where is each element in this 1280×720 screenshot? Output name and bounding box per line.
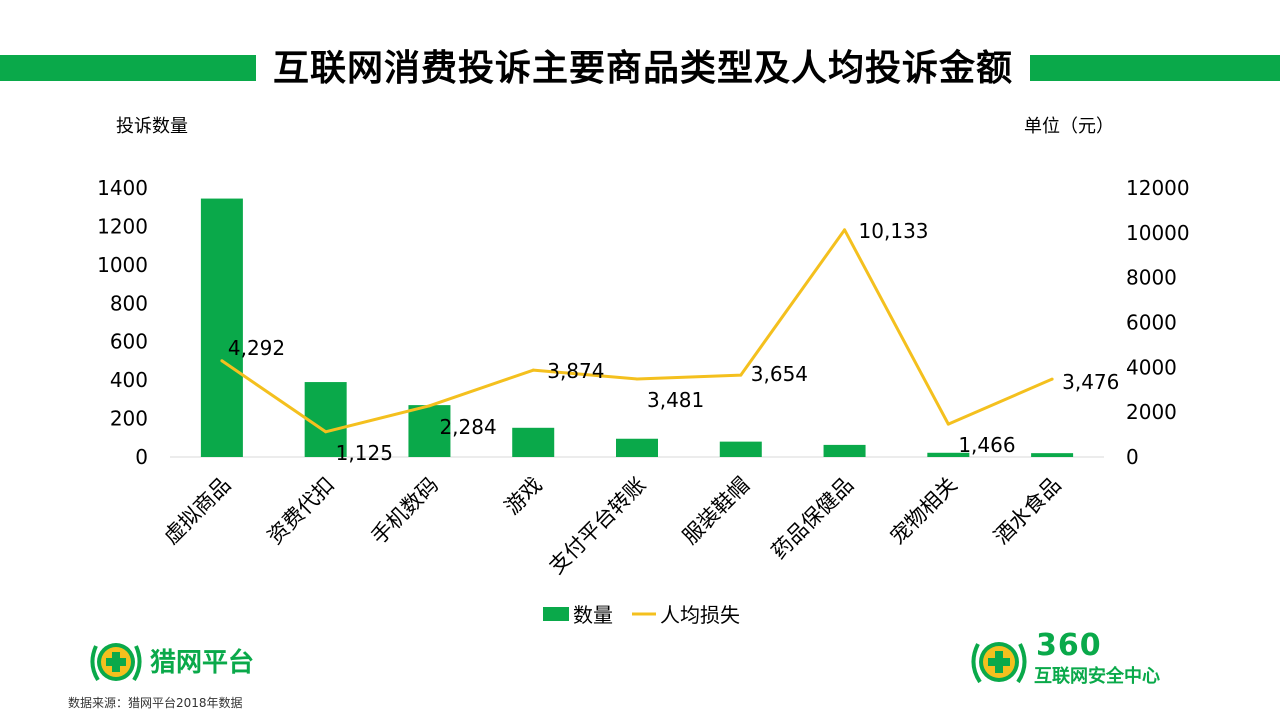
line-point-6 (843, 228, 847, 232)
category-label: 虚拟商品 (159, 473, 235, 549)
bar-4 (616, 438, 658, 457)
category-label: 宠物相关 (886, 473, 962, 549)
line-point-0 (220, 359, 224, 363)
bar-7 (927, 452, 970, 457)
right-tick-label: 8000 (1126, 266, 1177, 290)
legend-label-bar: 数量 (573, 603, 613, 627)
line-point-4 (635, 377, 639, 381)
line-data-label: 3,481 (647, 388, 704, 412)
left-tick-label: 1400 (97, 176, 148, 200)
category-label: 酒水食品 (989, 473, 1065, 549)
left-axis-title: 投诉数量 (116, 116, 188, 137)
left-tick-label: 200 (110, 407, 148, 431)
line-point-3 (531, 368, 535, 372)
bar-0 (200, 198, 243, 457)
lieWang-logo: 猎网平台 (86, 634, 276, 688)
left-tick-label: 400 (110, 368, 148, 392)
line-point-7 (946, 422, 950, 426)
category-label: 药品保健品 (767, 473, 858, 564)
line-data-label: 3,654 (751, 362, 808, 386)
line-data-label: 1,125 (336, 441, 393, 465)
right-axis-title: 单位（元） (1024, 116, 1114, 137)
logo-left-text: 猎网平台 (150, 648, 255, 678)
laurel-badge-icon (90, 643, 142, 682)
data-source-note: 数据来源：猎网平台2018年数据 (68, 696, 243, 710)
right-tick-label: 0 (1126, 445, 1139, 469)
category-label: 手机数码 (367, 473, 443, 549)
category-label: 游戏 (500, 473, 547, 520)
bar-8 (1031, 453, 1074, 457)
bar-1 (304, 382, 347, 457)
logo-right-text: 互联网安全中心 (1034, 666, 1160, 687)
right-tick-label: 6000 (1126, 311, 1177, 335)
line-point-5 (739, 373, 743, 377)
right-tick-label: 4000 (1126, 355, 1177, 379)
category-label: 支付平台转账 (544, 473, 650, 579)
laurel-badge-icon (971, 642, 1027, 684)
header-band-left (0, 55, 256, 81)
right-tick-label: 2000 (1126, 400, 1177, 424)
legend-label-line: 人均损失 (660, 603, 740, 627)
line-point-8 (1050, 377, 1054, 381)
line-data-label: 10,133 (859, 219, 929, 243)
line-point-1 (324, 430, 328, 434)
right-tick-label: 10000 (1126, 221, 1190, 245)
bar-3 (512, 427, 555, 457)
bar-2 (408, 405, 451, 457)
left-tick-label: 800 (110, 291, 148, 315)
left-tick-label: 1000 (97, 253, 148, 277)
line-data-label: 1,466 (958, 433, 1015, 457)
category-label: 服装鞋帽 (678, 473, 754, 549)
category-label: 资费代扣 (263, 473, 339, 549)
line-data-label: 4,292 (228, 336, 285, 360)
left-tick-label: 0 (135, 445, 148, 469)
bar-6 (823, 444, 866, 457)
left-tick-label: 1200 (97, 214, 148, 238)
chart-title: 互联网消费投诉主要商品类型及人均投诉金额 (272, 48, 1013, 89)
left-tick-label: 600 (110, 330, 148, 354)
line-data-label: 3,476 (1062, 370, 1119, 394)
line-point-2 (427, 404, 431, 408)
right-tick-label: 12000 (1126, 176, 1190, 200)
line-data-label: 2,284 (439, 415, 496, 439)
360-logo: 360 互联网安全中心 (968, 628, 1198, 692)
line-data-label: 3,874 (547, 359, 604, 383)
logo-right-number: 360 (1036, 628, 1102, 663)
legend-swatch-bar (543, 607, 569, 621)
bar-5 (719, 441, 762, 457)
header-band-right (1030, 55, 1280, 81)
